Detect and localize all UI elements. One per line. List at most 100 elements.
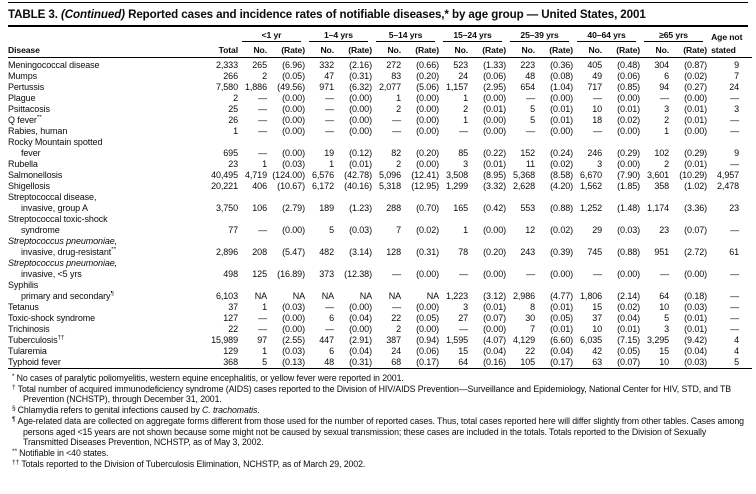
count-value: 2 bbox=[396, 104, 401, 114]
rate-value: (0.17) bbox=[416, 357, 440, 367]
rate-value: (0.01) bbox=[349, 159, 372, 169]
rate-value: (0.06) bbox=[617, 71, 641, 81]
age-group-header: 1–4 yrs bbox=[305, 28, 372, 43]
total-value: 25 bbox=[228, 104, 238, 114]
count-value: 64 bbox=[458, 357, 469, 367]
count-value: 63 bbox=[592, 357, 603, 367]
table-row: invasive, <5 yrs 498 125 (16.89) 373 (12.38) —… bbox=[8, 269, 752, 280]
count-value: 745 bbox=[587, 247, 603, 257]
rate-value: (0.04) bbox=[349, 313, 372, 323]
count-value: 1,886 bbox=[244, 82, 267, 92]
age-group-label: 1–4 yrs bbox=[309, 30, 368, 42]
count-value: 48 bbox=[525, 71, 536, 81]
total-value: 2 bbox=[233, 93, 238, 103]
disease-name: Typhoid fever bbox=[8, 357, 61, 367]
rate-value: (0.00) bbox=[282, 148, 305, 158]
count-value: 1 bbox=[463, 115, 469, 125]
rate-value: (0.36) bbox=[550, 60, 574, 70]
rate-value: NA bbox=[359, 291, 372, 301]
count-value: 49 bbox=[592, 71, 603, 81]
count-value: 78 bbox=[458, 247, 469, 257]
count-value: — bbox=[526, 269, 536, 279]
count-value: 102 bbox=[654, 148, 670, 158]
rate-value: (0.00) bbox=[483, 225, 507, 235]
count-value: 3,295 bbox=[647, 335, 670, 345]
table-row: Mumps 266 2 (0.05) 47 (0.31) 83 (0.20) 24 (0.06) 4… bbox=[8, 71, 752, 82]
rate-value: (10.67) bbox=[277, 181, 305, 191]
rate-value: (3.36) bbox=[684, 203, 708, 213]
row-spacer bbox=[188, 258, 752, 269]
count-value: 2 bbox=[664, 115, 670, 125]
count-value: — bbox=[325, 324, 334, 334]
rate-value: (0.00) bbox=[416, 324, 440, 334]
rate-value: (0.27) bbox=[684, 82, 708, 92]
rate-value: (0.00) bbox=[684, 269, 708, 279]
table-row: Toxic-shock syndrome 127 — (0.00) 6 (0.04) 22 (… bbox=[8, 313, 752, 324]
table-row: Q fever** 26 — (0.00) — (0.00) — (0.00) 1 (0.00) 5… bbox=[8, 115, 752, 126]
rate-value: (0.00) bbox=[483, 324, 507, 334]
count-value: 15 bbox=[592, 302, 603, 312]
rate-value: (0.00) bbox=[349, 324, 372, 334]
count-value: 7 bbox=[396, 225, 401, 235]
rate-value: (0.16) bbox=[483, 357, 507, 367]
no-column-header: No. bbox=[506, 43, 535, 58]
count-value: 2 bbox=[262, 71, 267, 81]
table-row: Trichinosis 22 — (0.00) — (0.00) 2 (0.00) — (0.00… bbox=[8, 324, 752, 335]
rate-value: (0.87) bbox=[684, 60, 708, 70]
rate-value: (0.00) bbox=[483, 115, 507, 125]
count-value: 1 bbox=[664, 126, 670, 136]
rate-value: (6.32) bbox=[349, 82, 372, 92]
age-not-stated-value: — bbox=[730, 159, 740, 169]
count-value: 42 bbox=[592, 346, 603, 356]
age-not-stated-value: 9 bbox=[734, 148, 740, 158]
rate-value: (0.03) bbox=[282, 159, 305, 169]
rate-value: (1.48) bbox=[617, 203, 641, 213]
footnote-marker: †† bbox=[57, 335, 65, 341]
rate-value: (2.72) bbox=[684, 247, 708, 257]
total-value: 20,221 bbox=[211, 181, 238, 191]
rate-value: (0.00) bbox=[416, 269, 440, 279]
total-value: 2,333 bbox=[215, 60, 238, 70]
table-row: Meningococcal disease 2,333 265 (6.96) 332 (2… bbox=[8, 58, 752, 72]
table-row: syndrome 77 — (0.00) 5 (0.03) 7 (0.02) 1 (0.00) 12… bbox=[8, 225, 752, 236]
count-value: 405 bbox=[587, 60, 603, 70]
total-value: 77 bbox=[228, 225, 238, 235]
count-value: 1,595 bbox=[445, 335, 469, 345]
count-value: 1 bbox=[329, 159, 334, 169]
count-value: — bbox=[258, 115, 267, 125]
count-value: 971 bbox=[319, 82, 334, 92]
disease-name: invasive, drug-resistant** bbox=[21, 247, 117, 257]
age-group-header: ≥65 yrs bbox=[640, 28, 707, 43]
rate-value: (0.05) bbox=[550, 313, 574, 323]
rate-value: (0.03) bbox=[282, 346, 305, 356]
rate-value: (7.90) bbox=[617, 170, 641, 180]
table-row: Streptococcal toxic-shock bbox=[8, 214, 752, 225]
disease-name-italic: Streptococcus pneumoniae, bbox=[8, 258, 118, 268]
count-value: 3 bbox=[463, 159, 469, 169]
count-value: 223 bbox=[520, 60, 536, 70]
rate-value: (0.01) bbox=[550, 302, 574, 312]
rate-value: (0.12) bbox=[349, 148, 372, 158]
total-value: 40,495 bbox=[211, 170, 238, 180]
count-value: 82 bbox=[391, 148, 401, 158]
rate-value: (0.85) bbox=[617, 82, 641, 92]
footnote: † Total number of acquired immunodeficien… bbox=[12, 383, 732, 405]
rate-value: (0.01) bbox=[684, 313, 708, 323]
count-value: 2 bbox=[396, 159, 401, 169]
rate-value: (10.29) bbox=[679, 170, 708, 180]
count-value: 5 bbox=[530, 104, 536, 114]
rate-value: (0.94) bbox=[416, 335, 440, 345]
count-value: 5 bbox=[664, 313, 670, 323]
count-value: 6 bbox=[329, 346, 334, 356]
age-group-header: 25–39 yrs bbox=[506, 28, 573, 43]
age-not-stated-value: — bbox=[730, 302, 740, 312]
rate-value: (49.56) bbox=[277, 82, 305, 92]
count-value: 10 bbox=[592, 324, 603, 334]
count-value: — bbox=[392, 126, 401, 136]
disease-name: Toxic-shock syndrome bbox=[8, 313, 96, 323]
age-not-stated-header-line1: Age not bbox=[711, 32, 743, 42]
disease-name: Plague bbox=[8, 93, 36, 103]
rate-value: (0.07) bbox=[684, 225, 708, 235]
count-value: 3 bbox=[597, 159, 603, 169]
disease-name: Shigellosis bbox=[8, 181, 50, 191]
